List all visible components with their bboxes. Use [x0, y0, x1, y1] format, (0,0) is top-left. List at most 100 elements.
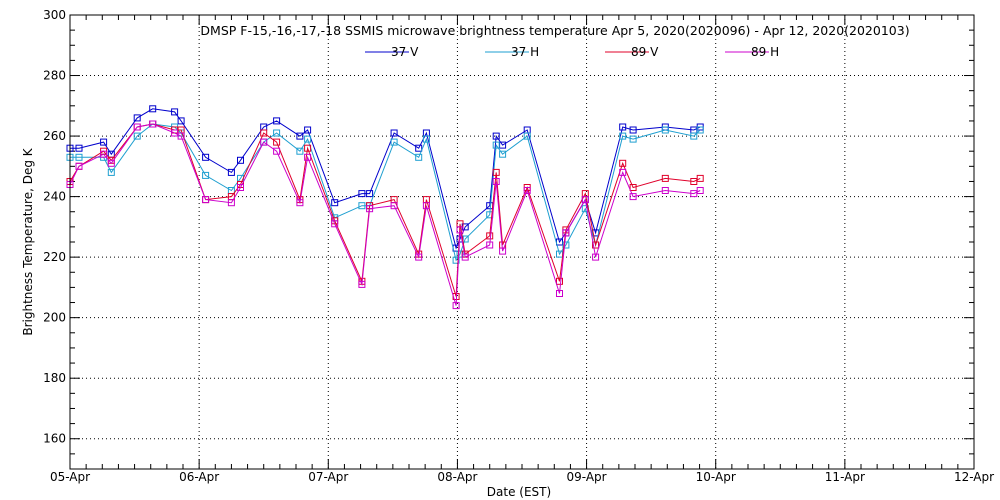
data-point — [331, 220, 339, 228]
data-point — [227, 199, 235, 207]
data-point — [390, 202, 398, 210]
data-point — [358, 280, 366, 288]
data-point — [177, 132, 185, 140]
data-point — [523, 132, 531, 140]
data-point — [100, 150, 108, 158]
data-point — [133, 123, 141, 131]
data-point — [133, 114, 141, 122]
y-tick-label: 260 — [43, 129, 66, 143]
data-point — [331, 199, 339, 207]
data-point — [390, 138, 398, 146]
data-point — [629, 193, 637, 201]
data-point — [492, 141, 500, 149]
data-point — [696, 174, 704, 182]
data-point — [237, 156, 244, 164]
data-series — [66, 105, 704, 310]
data-point — [452, 256, 460, 264]
data-point — [461, 253, 469, 261]
x-tick-label: 05-Apr — [50, 470, 90, 484]
data-point — [390, 129, 398, 137]
data-point — [273, 129, 281, 137]
data-point — [366, 205, 374, 213]
data-point — [619, 168, 627, 176]
data-point — [499, 247, 507, 255]
x-axis-label: Date (EST) — [487, 485, 551, 499]
data-point — [629, 135, 637, 143]
y-tick-label: 200 — [43, 311, 66, 325]
data-point — [358, 202, 366, 210]
x-tick-label: 11-Apr — [825, 470, 865, 484]
data-point — [75, 144, 83, 152]
data-point — [492, 178, 500, 185]
legend-label: 89 V — [631, 45, 659, 59]
data-point — [661, 187, 669, 194]
data-point — [358, 190, 366, 198]
data-point — [366, 190, 374, 198]
data-point — [661, 126, 669, 134]
series-89-v — [66, 120, 704, 300]
data-point — [619, 123, 627, 131]
legend-label: 37 H — [511, 45, 539, 59]
data-point — [415, 144, 423, 152]
data-point — [629, 126, 637, 134]
gridlines — [70, 15, 974, 469]
x-tick-label: 12-Apr — [954, 470, 994, 484]
x-tick-label: 06-Apr — [179, 470, 219, 484]
x-tick-label: 09-Apr — [567, 470, 607, 484]
data-point — [592, 241, 600, 249]
plot-frame — [69, 14, 975, 470]
axis-ticks: 160 180 200 220 240 260 280 300 05-Apr 06-Apr 07-A… — [43, 8, 994, 484]
y-axis-label: Brightness Temperature, Deg K — [21, 147, 35, 335]
series-89-h — [66, 120, 704, 310]
series-line — [69, 123, 701, 306]
data-point — [486, 241, 494, 249]
data-point — [581, 196, 589, 204]
data-point — [556, 277, 563, 285]
data-point — [227, 168, 235, 176]
legend: 37 V 37 H 89 V 89 H — [365, 45, 779, 59]
y-tick-label: 180 — [43, 371, 66, 385]
data-point — [107, 159, 115, 167]
data-point — [456, 226, 464, 234]
y-tick-label: 280 — [43, 69, 66, 83]
data-point — [492, 168, 500, 176]
data-point — [107, 168, 115, 176]
data-point — [415, 153, 423, 161]
data-point — [486, 232, 494, 240]
data-point — [629, 184, 637, 191]
data-point — [696, 126, 704, 134]
y-tick-label: 220 — [43, 250, 66, 264]
data-point — [556, 290, 563, 297]
data-point — [661, 174, 669, 182]
legend-label: 37 V — [391, 45, 419, 59]
data-point — [592, 253, 600, 261]
data-point — [492, 132, 500, 140]
data-point — [304, 135, 312, 143]
y-tick-label: 300 — [43, 8, 66, 22]
data-point — [133, 132, 141, 140]
data-point — [273, 117, 281, 125]
data-point — [415, 253, 423, 261]
data-point — [304, 126, 312, 134]
data-point — [202, 171, 210, 179]
data-point — [619, 159, 627, 167]
data-point — [75, 162, 83, 170]
data-point — [273, 147, 281, 155]
legend-label: 89 H — [751, 45, 779, 59]
data-point — [171, 108, 179, 116]
data-point — [696, 187, 704, 194]
data-point — [304, 144, 312, 152]
y-tick-label: 160 — [43, 432, 66, 446]
x-tick-label: 08-Apr — [437, 470, 477, 484]
data-point — [237, 184, 244, 191]
data-point — [177, 117, 185, 125]
data-point — [562, 229, 570, 237]
data-point — [296, 147, 304, 155]
series-37-h — [66, 120, 704, 264]
x-tick-label: 07-Apr — [308, 470, 348, 484]
data-point — [202, 153, 210, 161]
data-point — [149, 105, 157, 113]
data-point — [452, 302, 460, 310]
chart-title: DMSP F-15,-16,-17,-18 SSMIS microwave br… — [200, 23, 909, 38]
